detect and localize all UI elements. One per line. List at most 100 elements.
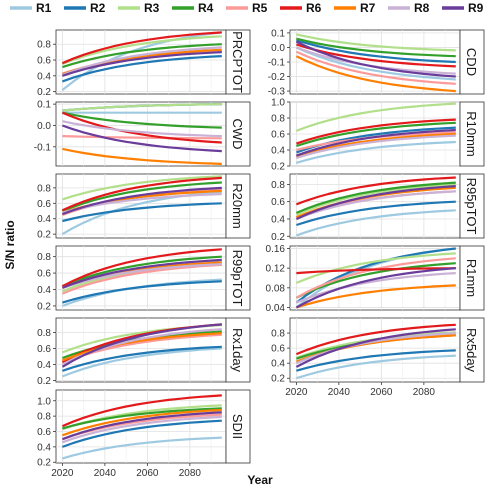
series-r2-line	[296, 200, 456, 227]
series-r2-line	[296, 349, 456, 372]
x-tick-label: 2020	[285, 387, 308, 398]
y-tick-label: -0.3	[268, 87, 286, 98]
series-r9-line	[62, 258, 222, 289]
series-r7-line	[296, 284, 456, 309]
y-tick-label: 0.6	[37, 427, 51, 438]
panel-r95ptot: 0.2 0.4 0.6 0.8 R95pTOT	[271, 173, 485, 243]
series-r9-line	[295, 185, 456, 221]
panel-strip	[459, 317, 485, 383]
y-tick-label: 0.8	[271, 180, 285, 191]
panel-rx5day: 0.2 0.4 0.6 0.8 Rx5day 2020 2040 2060 2080	[271, 317, 485, 398]
series-r4-line	[295, 262, 456, 299]
series-r1-line	[61, 31, 222, 91]
series-r4-line	[296, 37, 456, 58]
series-r4-line	[61, 255, 222, 288]
y-tick-label: 0.6	[37, 344, 51, 355]
y-tick-label: 0.8	[37, 183, 51, 194]
series-r3-line	[62, 175, 222, 201]
y-axis-title: S/N ratio	[3, 220, 17, 269]
panel-background	[55, 389, 227, 464]
y-tick-label: -0.2	[268, 72, 286, 83]
panel-background	[289, 245, 461, 311]
panel-strip-label: CDD	[464, 48, 479, 76]
legend-label-r6: R6	[306, 1, 322, 15]
series-r8-line	[62, 120, 222, 138]
series-r4-line	[62, 181, 222, 213]
panel-strip-label: Rx1day	[230, 328, 245, 373]
series-r2-line	[62, 55, 222, 83]
y-tick-label: 0.4	[271, 359, 285, 370]
series-r1-line	[296, 140, 456, 164]
y-tick-label: 0.4	[37, 442, 51, 453]
series-r9-line	[62, 186, 222, 216]
series-r3-line	[296, 102, 456, 132]
x-tick-label: 2080	[413, 387, 436, 398]
y-tick-label: 0.12	[266, 264, 286, 275]
x-tick-label: 2040	[328, 387, 351, 398]
x-axis-title: Year	[247, 473, 273, 487]
series-r9-line	[62, 51, 222, 77]
panel-strip	[225, 101, 251, 167]
y-tick-label: 0.4	[271, 146, 285, 157]
y-tick-label: 0.8	[37, 252, 51, 263]
series-r3-line	[62, 103, 222, 112]
y-tick-label: 0.0	[271, 43, 285, 54]
y-tick-label: -0.1	[268, 58, 286, 69]
panel-strip	[459, 29, 485, 95]
y-tick-label: 0.4	[37, 71, 51, 82]
y-tick-label: 1.0	[37, 396, 51, 407]
y-tick-label: 0.2	[271, 232, 285, 243]
panel-strip-label: R10mm	[464, 111, 479, 157]
legend-label-r5: R5	[252, 1, 268, 15]
series-r7-line	[62, 147, 222, 165]
legend-label-r2: R2	[90, 1, 106, 15]
y-tick-label: 0.6	[37, 199, 51, 210]
y-tick-label: 0.6	[271, 130, 285, 141]
y-tick-label: 0.2	[37, 301, 51, 312]
panel-strip	[225, 389, 251, 464]
series-r1-line	[62, 347, 222, 378]
panel-strip-label: R1mm	[464, 259, 479, 297]
panel-prcptot: 0.2 0.4 0.6 0.8 PRCPTOT	[37, 29, 251, 98]
series-r6-line	[296, 43, 456, 68]
panel-strip	[459, 245, 485, 311]
panel-r99ptot: 0.2 0.4 0.6 0.8 R99pTOT	[37, 245, 251, 312]
series-r1-line	[296, 354, 456, 380]
y-tick-label: 0.8	[37, 40, 51, 51]
x-tick-label: 2060	[370, 387, 393, 398]
series-r9-line	[62, 411, 222, 441]
legend-label-r9: R9	[468, 1, 484, 15]
y-tick-label: 0.8	[37, 412, 51, 423]
series-r4-line	[296, 121, 456, 148]
series-r9-line	[61, 323, 222, 368]
y-tick-label: 0.2	[37, 87, 51, 98]
series-r7-line	[62, 332, 222, 362]
series-r8-line	[296, 190, 456, 221]
series-r4-line	[62, 111, 222, 129]
panel-strip	[225, 29, 251, 95]
panel-cdd: -0.3 -0.2 -0.1 0.0 0.1 CDD	[268, 28, 485, 98]
y-tick-label: 0.2	[271, 162, 285, 173]
series-r8-line	[295, 332, 456, 365]
y-tick-label: 0.1	[37, 100, 51, 111]
y-tick-label: 0.2	[37, 458, 51, 469]
panel-rx1day: 0.2 0.4 0.6 0.8 Rx1day	[37, 317, 251, 387]
panel-r1mm: 0.04 0.08 0.12 0.16 R1mm	[266, 244, 485, 314]
series-r1-line	[295, 46, 456, 81]
series-r3-line	[295, 252, 456, 284]
y-tick-label: 0.08	[266, 283, 286, 294]
y-tick-label: 0.6	[37, 269, 51, 280]
series-r8-line	[62, 263, 222, 289]
series-r7-line	[295, 55, 456, 93]
series-r6-line	[296, 267, 456, 275]
legend-label-r3: R3	[144, 1, 160, 15]
panel-strip-label: PRCPTOT	[230, 31, 245, 93]
series-r7-line	[62, 408, 222, 437]
legend: R1 R2 R3 R4 R5 R6 R7 R8 R9	[10, 1, 484, 15]
y-tick-label: 0.4	[37, 214, 51, 225]
panel-strip	[459, 101, 485, 167]
y-tick-label: 0.6	[37, 56, 51, 67]
y-tick-label: -0.1	[34, 142, 52, 153]
panel-strip-label: R20mm	[230, 183, 245, 229]
y-tick-label: 0.6	[271, 344, 285, 355]
